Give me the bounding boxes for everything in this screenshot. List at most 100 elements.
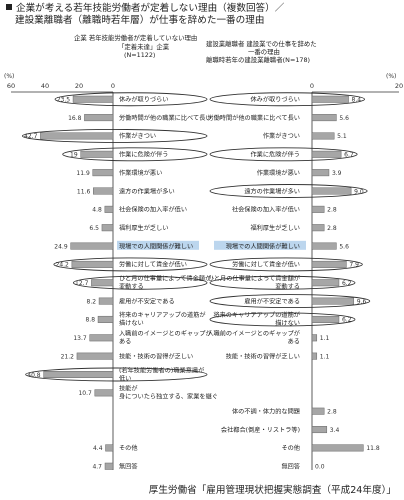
right-category-label: 技能・技術の習得が乏しい (226, 352, 300, 360)
left-circle-highlight (72, 275, 208, 290)
left-value-label: 6.5 (89, 225, 99, 232)
right-circle-highlight (209, 312, 356, 327)
left-category-label: 描けない (119, 319, 144, 327)
right-header-line1: 建設業離職者 建設業での仕事を辞めた (206, 40, 317, 48)
right-value-label: 6.2 (342, 280, 352, 287)
left-category-label: (若年技能労働者の)職業意識が (119, 366, 205, 374)
left-bar (98, 297, 114, 305)
right-category-label: 作業環境が悪い (257, 169, 300, 177)
left-bar (97, 315, 114, 323)
right-bar (311, 95, 349, 103)
right-category-label: 休みが取りづらい (251, 96, 301, 104)
left-value-label: 42.7 (24, 133, 38, 140)
right-circle-highlight (209, 92, 365, 107)
left-category-label: 入職前のイメージとのギャップが (119, 330, 212, 338)
left-value-label: 8.2 (87, 298, 97, 305)
left-tick-label: 0 (111, 82, 115, 90)
right-value-label: 2.8 (327, 408, 337, 415)
left-bar (93, 187, 114, 195)
right-value-label: 2.8 (327, 225, 337, 232)
right-category-label: 会社都合(倒産・リストラ等) (221, 426, 300, 434)
right-category-label: ある (288, 339, 300, 346)
right-category-label: ひと月の仕事量によって賃金額が (208, 275, 301, 283)
right-bar (311, 260, 347, 268)
left-bar (70, 242, 114, 250)
right-value-label: 9.6 (357, 298, 367, 305)
left-category-label: ひと月の仕事量によって賃金額が (119, 275, 212, 283)
right-bar (311, 242, 337, 250)
right-value-label: 1.1 (320, 335, 330, 342)
right-bar (311, 334, 318, 342)
left-bar (80, 150, 114, 158)
right-value-label: 6.7 (344, 152, 354, 159)
right-header-line3: 離職時若年の建設業離職者(N=178) (206, 56, 311, 64)
left-circle-highlight (62, 147, 208, 162)
left-bar (105, 444, 114, 452)
right-value-label: 1.1 (320, 353, 330, 360)
left-tick-label: 60 (7, 82, 15, 90)
left-value-label: 21.2 (61, 353, 75, 360)
right-category-label: 労働時間が他の職業に比べて長い (207, 114, 300, 122)
right-category-label: 体の不調・体力的な問題 (232, 407, 300, 415)
left-bar (76, 352, 114, 360)
right-bar (311, 426, 328, 434)
right-value-label: 11.8 (366, 445, 380, 452)
right-bar (311, 315, 340, 323)
left-value-label: 4.7 (92, 464, 102, 471)
left-category-label: 遠方の作業場が多い (119, 187, 175, 195)
left-value-label: 12.7 (75, 280, 89, 287)
left-bar (104, 462, 114, 470)
left-category-label: 労働に対して賃金が低い (119, 261, 187, 269)
right-category-label: 変動する (275, 283, 300, 291)
left-unit-label: (%) (4, 73, 14, 80)
left-bar (43, 371, 114, 378)
left-circle-highlight (21, 128, 208, 143)
right-category-label: 将来のキャリアアップの道筋が (213, 311, 300, 319)
right-bar (311, 297, 355, 305)
left-category-label: 雇用が不安定である (119, 297, 175, 305)
left-value-label: 40.8 (27, 372, 41, 379)
left-category-label: 休みが取りづらい (119, 96, 169, 104)
left-value-label: 16.8 (68, 115, 82, 122)
left-bar (89, 334, 114, 342)
left-bar (40, 132, 114, 140)
right-highlight-band (214, 240, 306, 250)
left-category-label: 低い (119, 374, 131, 382)
left-category-label: 変動する (119, 283, 144, 291)
left-category-label: 労働時間が他の職業に比べて長い (119, 114, 212, 122)
left-category-label: 作業がきつい (119, 132, 156, 140)
right-header-line2: 一番の理由 (248, 48, 280, 56)
right-tick-label: 20 (395, 82, 403, 90)
right-bar (311, 352, 318, 360)
right-circle-highlight (209, 147, 358, 162)
left-value-label: 19 (70, 152, 78, 159)
left-category-label: 技能が (119, 385, 138, 393)
right-bar (311, 407, 325, 415)
right-category-label: 現場での人間関係が難しい (226, 242, 300, 250)
right-category-label: 労働に対して賃金が低い (232, 261, 300, 269)
left-category-label: 将来のキャリアアップの道筋が (119, 311, 206, 319)
left-circle-highlight (25, 367, 208, 382)
right-value-label: 2.8 (327, 207, 337, 214)
left-bar (94, 389, 114, 397)
right-category-label: 作業に危険が伴う (251, 151, 301, 159)
left-value-label: 13.7 (73, 335, 87, 342)
left-header-line3: (N=1122) (124, 51, 156, 59)
left-bar (104, 205, 114, 213)
chart-title-line2: 建設業離職者（離職時若年層）が仕事を辞めた一番の理由 (15, 15, 265, 26)
right-value-label: 5.6 (339, 115, 349, 122)
right-category-label: その他 (281, 444, 300, 452)
right-category-label: 福利厚生が乏しい (251, 224, 301, 232)
right-bar (311, 279, 340, 287)
right-value-label: 6.2 (342, 317, 352, 324)
left-bar (91, 279, 114, 287)
left-category-label: その他 (119, 444, 138, 452)
left-bar (72, 95, 114, 103)
right-category-label: 描けない (275, 319, 300, 327)
left-value-label: 4.8 (92, 207, 102, 214)
right-bar (311, 444, 364, 452)
left-category-label: ある (119, 339, 131, 346)
left-highlight-band (117, 240, 199, 250)
right-category-label: 雇用が不安定である (244, 297, 300, 305)
left-circle-highlight (53, 257, 208, 272)
